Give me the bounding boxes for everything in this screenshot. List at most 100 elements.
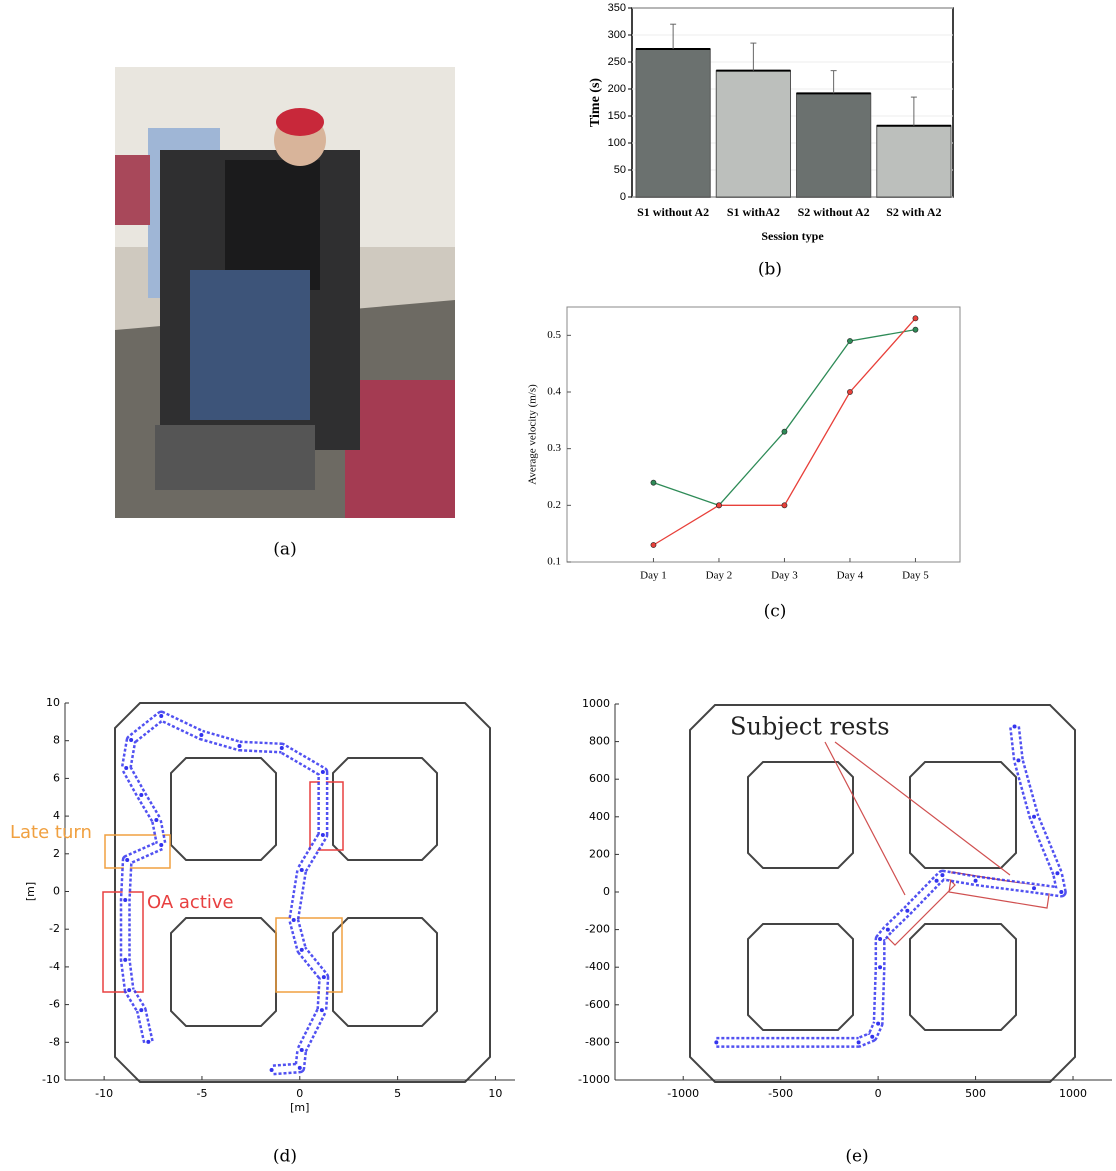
y-tick-label: 0.1: [547, 556, 561, 568]
y-tick-label: 200: [608, 83, 626, 95]
x-axis-label: Session type: [761, 229, 824, 243]
y-tick-label: -800: [585, 1035, 610, 1048]
x-tick-label: S2 with A2: [886, 205, 941, 219]
waypoint: [123, 958, 127, 962]
y-tick-label: 0: [620, 191, 626, 203]
x-tick-label: -500: [768, 1087, 793, 1100]
y-tick-label: 8: [53, 734, 60, 747]
x-axis-label: [m]: [290, 1101, 309, 1114]
y-tick-label: 4: [53, 809, 60, 822]
y-tick-label: 600: [589, 772, 610, 785]
y-tick-label: -4: [49, 960, 60, 973]
waypoint: [146, 1040, 150, 1044]
y-tick-label: 100: [608, 137, 626, 149]
waypoint: [322, 975, 326, 979]
waypoint: [300, 948, 304, 952]
waypoint: [321, 770, 325, 774]
y-tick-label: -400: [585, 960, 610, 973]
bar: [716, 71, 790, 197]
waypoint: [935, 879, 939, 883]
waypoint: [886, 928, 890, 932]
waypoint: [199, 733, 203, 737]
point: [847, 389, 852, 394]
plot-frame: [567, 307, 960, 562]
annotation: Late turn: [10, 822, 92, 843]
point: [782, 503, 787, 508]
caption: (c): [764, 602, 787, 622]
annotation: OA active: [147, 892, 234, 913]
x-tick-label: S1 withA2: [727, 205, 780, 219]
y-tick-label: -10: [42, 1073, 60, 1086]
caption: (e): [845, 1147, 868, 1167]
waypoint: [1016, 758, 1020, 762]
y-axis-label: [m]: [24, 882, 37, 901]
y-tick-label: 150: [608, 110, 626, 122]
caption: (a): [273, 540, 296, 560]
x-tick-label: -10: [95, 1087, 113, 1100]
waypoint: [292, 918, 296, 922]
point: [913, 327, 918, 332]
waypoint: [870, 1035, 874, 1039]
point: [847, 338, 852, 343]
y-tick-label: -2: [49, 922, 60, 935]
y-tick-label: 1000: [582, 697, 610, 710]
waypoint: [940, 873, 944, 877]
waypoint: [129, 738, 133, 742]
y-tick-label: 300: [608, 29, 626, 41]
x-tick-label: 500: [965, 1087, 986, 1100]
x-tick-label: 0: [875, 1087, 882, 1100]
y-tick-label: -6: [49, 998, 60, 1011]
bar: [877, 126, 951, 197]
waypoint: [1059, 890, 1063, 894]
waypoint: [1032, 886, 1036, 890]
y-tick-label: 0: [53, 885, 60, 898]
waypoint: [320, 1008, 324, 1012]
y-tick-label: 10: [46, 696, 60, 709]
waypoint: [125, 858, 129, 862]
figure: (a)050100150200250300350S1 without A2S1 …: [0, 0, 1116, 1171]
point: [782, 429, 787, 434]
annotation: Subject rests: [730, 713, 890, 741]
waypoint: [876, 1022, 880, 1026]
x-tick-label: Day 4: [837, 570, 864, 582]
y-tick-label: 2: [53, 847, 60, 860]
waypoint: [127, 988, 131, 992]
waypoint: [857, 1040, 861, 1044]
waypoint: [1055, 871, 1059, 875]
waypoint: [124, 766, 128, 770]
bar: [636, 49, 710, 197]
point: [651, 480, 656, 485]
y-tick-label: 250: [608, 56, 626, 68]
y-tick-label: 0.2: [547, 499, 561, 511]
y-tick-label: -200: [585, 923, 610, 936]
bar: [797, 93, 871, 197]
waypoint: [714, 1040, 718, 1044]
waypoint: [139, 793, 143, 797]
series-line: [653, 330, 915, 506]
photo: [115, 67, 455, 518]
point: [651, 542, 656, 547]
y-tick-label: 0.4: [547, 386, 561, 398]
waypoint: [280, 746, 284, 750]
x-tick-label: 1000: [1059, 1087, 1087, 1100]
y-tick-label: 6: [53, 771, 60, 784]
waypoint: [878, 965, 882, 969]
waypoint: [300, 868, 304, 872]
y-tick-label: 800: [589, 735, 610, 748]
waypoint: [139, 1008, 143, 1012]
x-tick-label: 10: [488, 1087, 502, 1100]
waypoint: [159, 714, 163, 718]
waypoint: [154, 818, 158, 822]
x-tick-label: 5: [394, 1087, 401, 1100]
x-tick-label: -5: [196, 1087, 207, 1100]
y-axis-label: Average velocity (m/s): [527, 384, 539, 485]
waypoint: [159, 843, 163, 847]
waypoint: [298, 1066, 302, 1070]
waypoint: [1032, 815, 1036, 819]
x-tick-label: S1 without A2: [637, 205, 709, 219]
y-tick-label: 0: [603, 885, 610, 898]
waypoint: [321, 833, 325, 837]
waypoint: [270, 1068, 274, 1072]
y-tick-label: 400: [589, 810, 610, 823]
y-tick-label: -1000: [578, 1073, 610, 1086]
